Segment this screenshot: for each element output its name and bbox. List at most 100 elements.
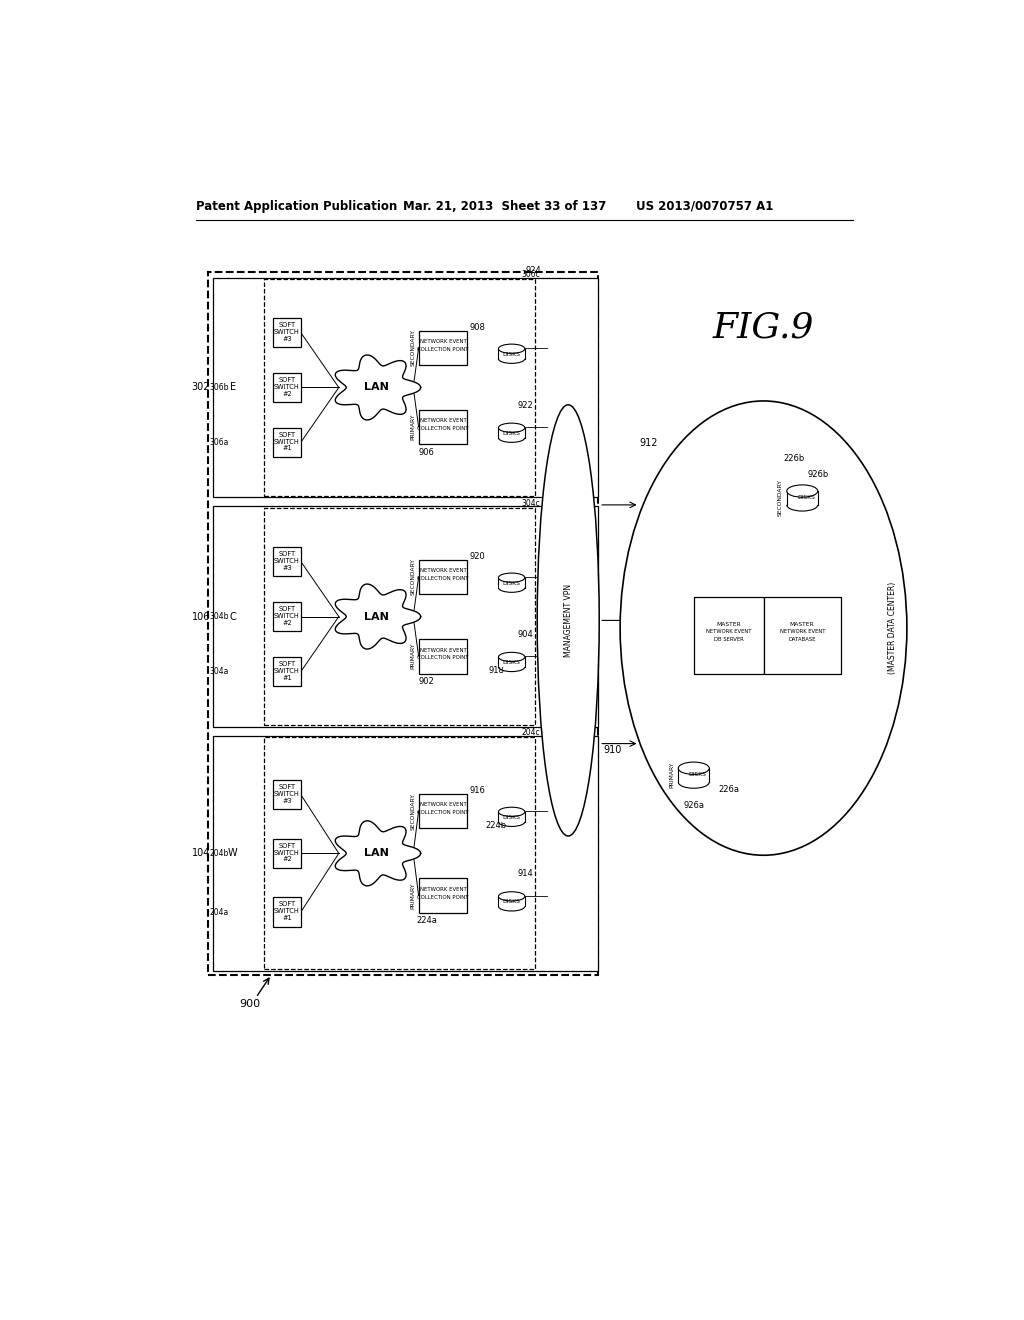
Text: 922: 922: [518, 400, 534, 409]
Text: 306c: 306c: [521, 271, 541, 280]
Text: SWITCH: SWITCH: [274, 329, 300, 335]
Text: NETWORK EVENT: NETWORK EVENT: [420, 887, 466, 892]
Bar: [499, 428, 524, 438]
Text: E: E: [229, 383, 236, 392]
Bar: [273, 428, 301, 457]
Text: 226a: 226a: [718, 785, 739, 795]
Text: 904: 904: [518, 630, 534, 639]
Ellipse shape: [678, 762, 710, 775]
Text: COLLECTION POINT: COLLECTION POINT: [418, 895, 469, 900]
Text: 204a: 204a: [210, 908, 228, 916]
Bar: [208, 272, 598, 974]
Text: #2: #2: [282, 391, 292, 396]
Text: SECONDARY: SECONDARY: [778, 479, 783, 516]
Ellipse shape: [499, 808, 524, 817]
Text: 204b: 204b: [209, 849, 228, 858]
Text: MASTER: MASTER: [790, 622, 815, 627]
Text: MANAGEMENT VPN: MANAGEMENT VPN: [563, 583, 572, 657]
Text: #2: #2: [282, 857, 292, 862]
Bar: [213, 507, 598, 726]
Text: 900: 900: [240, 999, 260, 1008]
Text: 304c: 304c: [521, 499, 541, 508]
Text: SOFT: SOFT: [279, 550, 296, 557]
Text: SECONDARY: SECONDARY: [411, 792, 416, 829]
Bar: [419, 639, 467, 673]
Ellipse shape: [499, 892, 524, 902]
Text: SWITCH: SWITCH: [274, 438, 300, 445]
Text: NETWORK EVENT: NETWORK EVENT: [779, 630, 825, 635]
Bar: [764, 597, 841, 675]
Text: Mar. 21, 2013  Sheet 33 of 137: Mar. 21, 2013 Sheet 33 of 137: [403, 199, 606, 213]
Text: COLLECTION POINT: COLLECTION POINT: [418, 576, 469, 581]
Text: #2: #2: [282, 619, 292, 626]
Text: NETWORK EVENT: NETWORK EVENT: [420, 339, 466, 345]
Polygon shape: [335, 355, 421, 420]
Text: 918: 918: [488, 667, 504, 676]
Text: 306b: 306b: [209, 383, 228, 392]
Bar: [499, 578, 524, 587]
Polygon shape: [335, 583, 421, 649]
Text: #1: #1: [282, 445, 292, 451]
Text: SOFT: SOFT: [279, 376, 296, 383]
Text: MASTER: MASTER: [716, 622, 741, 627]
Text: 226b: 226b: [784, 454, 805, 463]
Text: 224b: 224b: [485, 821, 507, 830]
Text: SECONDARY: SECONDARY: [411, 558, 416, 595]
Text: (MASTER DATA CENTER): (MASTER DATA CENTER): [889, 582, 897, 675]
Text: PRIMARY: PRIMARY: [411, 413, 416, 441]
Text: SWITCH: SWITCH: [274, 668, 300, 673]
Text: SOFT: SOFT: [279, 661, 296, 667]
Text: DISKS: DISKS: [503, 581, 520, 586]
Bar: [499, 812, 524, 822]
Ellipse shape: [499, 652, 524, 661]
Text: 902: 902: [419, 677, 434, 685]
Text: COLLECTION POINT: COLLECTION POINT: [418, 655, 469, 660]
Text: 224a: 224a: [416, 916, 437, 925]
Text: NETWORK EVENT: NETWORK EVENT: [420, 803, 466, 808]
Text: COLLECTION POINT: COLLECTION POINT: [418, 347, 469, 352]
Text: SWITCH: SWITCH: [274, 384, 300, 389]
Text: NETWORK EVENT: NETWORK EVENT: [420, 418, 466, 424]
Polygon shape: [335, 821, 421, 886]
Bar: [786, 491, 818, 506]
Text: SOFT: SOFT: [279, 784, 296, 789]
Text: C: C: [229, 611, 236, 622]
Bar: [419, 793, 467, 829]
Text: 924: 924: [525, 265, 542, 275]
Text: NETWORK EVENT: NETWORK EVENT: [706, 630, 752, 635]
Bar: [273, 372, 301, 403]
Text: SECONDARY: SECONDARY: [411, 330, 416, 367]
Text: 302: 302: [191, 383, 210, 392]
Text: W: W: [227, 849, 238, 858]
Text: 926b: 926b: [807, 470, 828, 479]
Text: DISKS: DISKS: [503, 660, 520, 665]
Bar: [419, 409, 467, 445]
Bar: [213, 277, 598, 498]
Text: 910: 910: [603, 744, 622, 755]
Bar: [263, 738, 535, 969]
Bar: [499, 657, 524, 667]
Text: SWITCH: SWITCH: [274, 558, 300, 564]
Text: DB SERVER: DB SERVER: [714, 638, 743, 642]
Text: Patent Application Publication: Patent Application Publication: [197, 199, 397, 213]
Text: SWITCH: SWITCH: [274, 908, 300, 915]
Text: 926a: 926a: [683, 801, 705, 809]
Text: SWITCH: SWITCH: [274, 612, 300, 619]
Bar: [273, 780, 301, 809]
Text: 908: 908: [469, 323, 485, 333]
Text: SOFT: SOFT: [279, 842, 296, 849]
Bar: [419, 560, 467, 594]
Text: 106: 106: [191, 611, 210, 622]
Text: NETWORK EVENT: NETWORK EVENT: [420, 568, 466, 573]
Text: LAN: LAN: [364, 611, 388, 622]
Text: COLLECTION POINT: COLLECTION POINT: [418, 810, 469, 814]
Bar: [213, 737, 598, 970]
Text: FIG.9: FIG.9: [713, 310, 814, 345]
Text: SOFT: SOFT: [279, 322, 296, 327]
Bar: [263, 508, 535, 725]
Text: 304b: 304b: [209, 612, 228, 620]
Bar: [499, 348, 524, 359]
Text: 920: 920: [469, 552, 484, 561]
Text: #3: #3: [282, 797, 292, 804]
Text: US 2013/0070757 A1: US 2013/0070757 A1: [636, 199, 773, 213]
